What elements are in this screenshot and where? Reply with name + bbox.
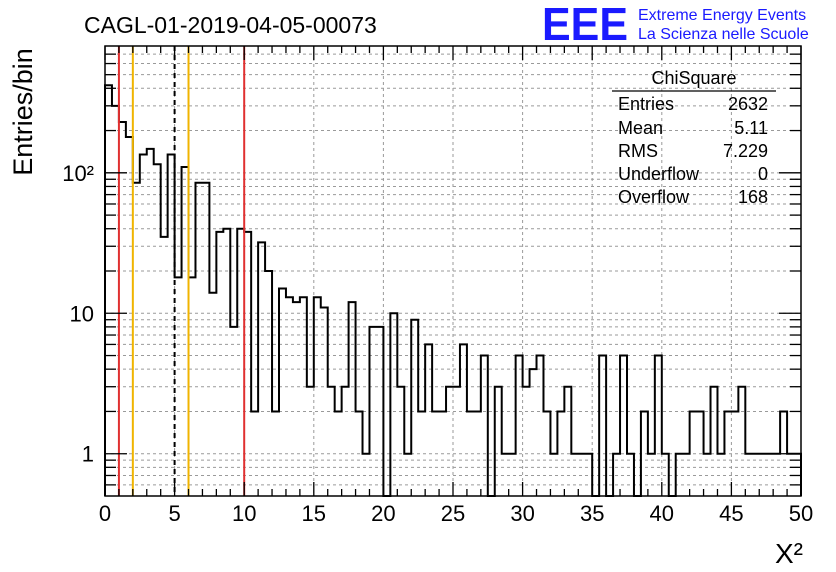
x-tick-label: 45 <box>719 501 743 526</box>
y-tick-label: 1 <box>82 442 94 467</box>
stats-entries-value: 2632 <box>728 94 768 114</box>
stats-mean-label: Mean <box>618 118 663 138</box>
axis-ticks <box>104 46 802 496</box>
logo-line2: La Scienza nelle Scuole <box>638 26 809 43</box>
x-axis-label: X² <box>775 538 803 569</box>
stats-mean-value: 5.11 <box>734 118 768 138</box>
stats-overflow-value: 168 <box>738 187 768 207</box>
x-tick-label: 0 <box>99 501 111 526</box>
x-tick-label: 35 <box>580 501 604 526</box>
stats-overflow-label: Overflow <box>618 187 690 207</box>
stats-rms-label: RMS <box>618 141 658 161</box>
x-tick-label: 25 <box>441 501 465 526</box>
stats-box: ChiSquare Entries 2632 Mean 5.11 RMS 7.2… <box>612 68 776 207</box>
stats-rms-value: 7.229 <box>723 141 768 161</box>
histogram-outline <box>104 84 802 497</box>
reference-lines <box>117 46 246 496</box>
stats-underflow-label: Underflow <box>618 164 700 184</box>
y-tick-labels: 1 10 10² <box>62 161 94 467</box>
stats-title: ChiSquare <box>651 68 736 88</box>
logo-line1: Extreme Energy Events <box>638 7 806 24</box>
logo: EEE Extreme Energy Events La Scienza nel… <box>542 0 809 50</box>
x-tick-label: 15 <box>302 501 326 526</box>
x-tick-label: 20 <box>371 501 395 526</box>
y-tick-label: 10² <box>62 161 94 186</box>
y-tick-label: 10 <box>70 301 94 326</box>
x-tick-label: 50 <box>789 501 813 526</box>
logo-mark: EEE <box>542 0 628 50</box>
x-tick-label: 40 <box>650 501 674 526</box>
y-axis-label: Entries/bin <box>8 48 38 176</box>
x-tick-labels: 0 5 10 15 20 25 30 35 40 45 50 <box>99 501 813 526</box>
x-tick-label: 10 <box>232 501 256 526</box>
chart-title: CAGL-01-2019-04-05-00073 <box>84 12 377 38</box>
stats-underflow-value: 0 <box>758 164 768 184</box>
x-tick-label: 5 <box>168 501 180 526</box>
stats-entries-label: Entries <box>618 94 674 114</box>
x-tick-label: 30 <box>510 501 534 526</box>
